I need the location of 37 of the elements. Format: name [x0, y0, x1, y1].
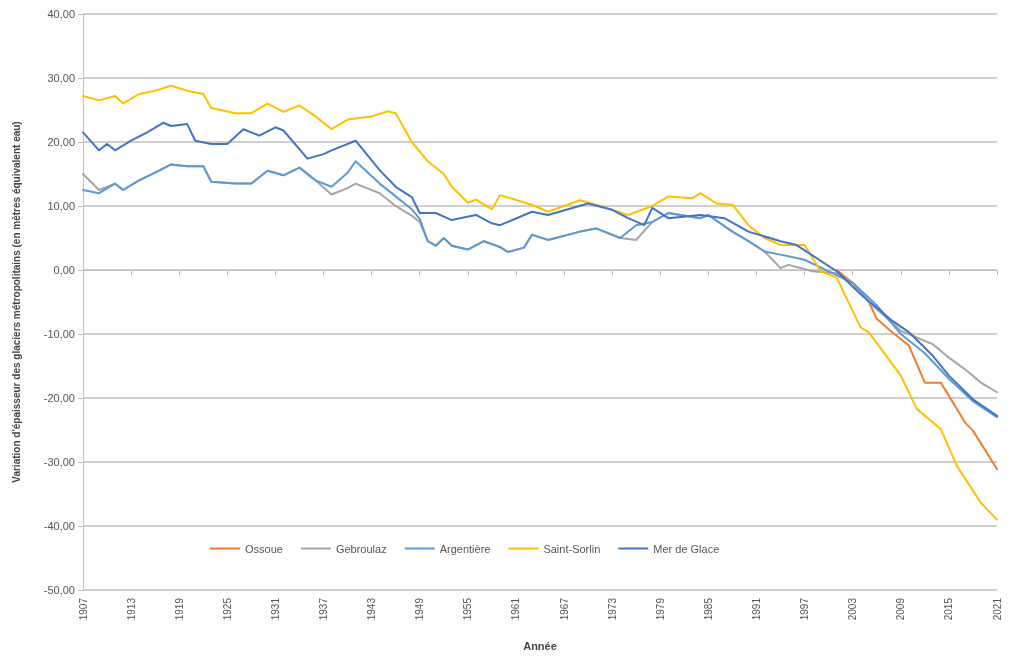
x-tick-label: 1955 [462, 597, 474, 621]
y-tick-label: 20,00 [47, 136, 75, 148]
y-axis-title: Variation d'épaisseur des glaciers métropolitains (en mètres équivalent eau) [10, 121, 22, 483]
legend-label: Ossoue [245, 542, 283, 555]
x-tick-label: 2015 [943, 597, 955, 621]
x-tick-label: 1991 [750, 597, 762, 621]
x-axis-title: Année [523, 639, 557, 652]
x-tick-label: 2009 [895, 597, 907, 621]
x-tick-label: 2003 [847, 597, 859, 621]
legend-label: Gebroulaz [335, 542, 387, 555]
legend-label: Argentière [439, 542, 491, 555]
x-tick-label: 1949 [414, 597, 426, 621]
x-tick-label: 1985 [702, 597, 714, 621]
y-tick-label: -20,00 [43, 392, 75, 404]
x-tick-label: 2021 [991, 597, 1003, 621]
legend-label: Saint-Sorlin [543, 542, 601, 555]
y-tick-label: 0,00 [53, 264, 75, 276]
y-tick-label: -50,00 [43, 584, 75, 596]
y-tick-label: 10,00 [47, 200, 75, 212]
legend-label: Mer de Glace [653, 542, 720, 555]
y-tick-label: -40,00 [43, 520, 75, 532]
x-tick-label: 1913 [125, 597, 137, 621]
x-tick-label: 1943 [366, 597, 378, 621]
y-tick-label: 40,00 [47, 8, 75, 20]
y-tick-label: -30,00 [43, 456, 75, 468]
x-tick-label: 1961 [510, 597, 522, 621]
x-tick-label: 1967 [558, 597, 570, 621]
x-tick-label: 1931 [269, 597, 281, 621]
x-tick-label: 1937 [318, 597, 330, 621]
x-tick-label: 1997 [799, 597, 811, 621]
y-tick-label: 30,00 [47, 72, 75, 84]
x-tick-label: 1919 [173, 597, 185, 621]
y-tick-label: -10,00 [43, 328, 75, 340]
x-tick-label: 1907 [77, 597, 89, 621]
x-tick-label: 1925 [221, 597, 233, 621]
x-tick-label: 1979 [654, 597, 666, 621]
x-tick-label: 1973 [606, 597, 618, 621]
